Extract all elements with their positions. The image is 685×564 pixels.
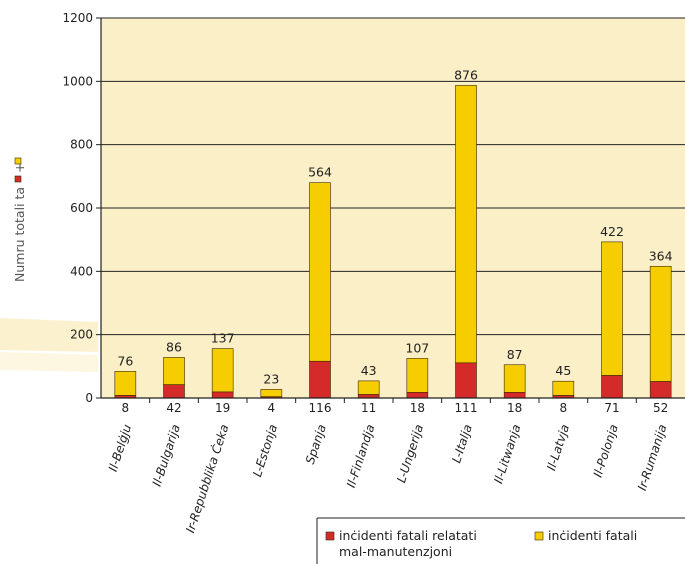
data-label-maintenance: 8 xyxy=(560,401,568,415)
category-label: L-Ungerija xyxy=(394,423,426,485)
data-label-maintenance: 11 xyxy=(361,401,376,415)
bar-segment-maintenance xyxy=(406,391,429,399)
category-label: Il-Belġju xyxy=(106,422,134,473)
legend-label-maintenance-line2: mal-manutenzjoni xyxy=(339,544,452,559)
bar-segment-fatal xyxy=(455,85,477,364)
bar-segment-maintenance xyxy=(211,391,234,399)
grid-lines xyxy=(101,17,685,336)
y-tick-label: 400 xyxy=(70,264,93,278)
data-label-maintenance: 8 xyxy=(122,401,130,415)
data-label-maintenance: 19 xyxy=(215,401,230,415)
data-label-fatal: 422 xyxy=(600,224,624,239)
y-axis-label-plus: + xyxy=(12,163,27,173)
category-label: Ir-Rumanija xyxy=(635,423,670,493)
category-label: Il-Litwanja xyxy=(491,423,523,486)
category-label: Il-Bulgarija xyxy=(150,423,183,488)
data-label-maintenance: 52 xyxy=(653,401,668,415)
data-label-fatal: 137 xyxy=(211,331,235,346)
category-label: Il-Polonja xyxy=(591,423,621,479)
bar-segment-maintenance xyxy=(649,381,672,399)
bar-segment-fatal xyxy=(601,241,623,376)
bar-segment-fatal xyxy=(357,380,380,395)
bar-segment-fatal xyxy=(503,364,526,393)
y-tick-label: 800 xyxy=(70,138,93,152)
category-label: Spanja xyxy=(303,423,329,466)
data-label-maintenance: 18 xyxy=(507,401,522,415)
decorative-watermark xyxy=(0,318,98,372)
bar-segment-fatal xyxy=(114,371,137,396)
category-label: L-Italja xyxy=(449,423,475,465)
legend-swatch-fatal xyxy=(534,531,544,541)
category-label: L-Estonja xyxy=(250,423,280,479)
bar-segment-fatal xyxy=(649,265,672,382)
legend-label-maintenance-line1: inċidenti fatali relatati xyxy=(339,528,477,543)
legend: inċidenti fatali relatatimal-manutenzjon… xyxy=(316,517,685,564)
bar-segment-maintenance xyxy=(455,362,477,399)
bar-segment-fatal xyxy=(163,357,185,386)
data-label-maintenance: 111 xyxy=(455,401,478,415)
y-label-red-swatch xyxy=(14,175,22,183)
bar-segment-maintenance xyxy=(309,360,331,399)
data-label-fatal: 23 xyxy=(263,371,279,386)
bar-segment-fatal xyxy=(406,358,429,393)
data-label-maintenance: 18 xyxy=(410,401,425,415)
data-label-fatal: 43 xyxy=(361,363,377,378)
data-label-fatal: 564 xyxy=(308,165,332,180)
y-tick-label: 600 xyxy=(70,201,93,215)
legend-label-fatal: inċidenti fatali xyxy=(548,528,637,543)
data-label-fatal: 87 xyxy=(507,347,523,362)
data-label-fatal: 76 xyxy=(117,353,133,368)
bar-segment-fatal xyxy=(211,348,234,393)
data-label-fatal: 876 xyxy=(454,67,478,82)
bars xyxy=(114,85,672,399)
bar-segment-maintenance xyxy=(601,375,623,399)
axes xyxy=(96,17,685,403)
data-label-maintenance: 116 xyxy=(309,401,332,415)
bar-segment-maintenance xyxy=(163,384,185,399)
category-label: Ir-Repubblika Ċeka xyxy=(181,422,231,535)
y-tick-label: 200 xyxy=(70,328,93,342)
legend-swatch-maintenance xyxy=(325,531,335,541)
y-axis-label-text: Numru totali ta xyxy=(12,187,27,282)
data-label-maintenance: 42 xyxy=(166,401,181,415)
data-label-fatal: 107 xyxy=(405,340,429,355)
category-label: Il-Latvja xyxy=(544,423,572,473)
y-tick-label: 1000 xyxy=(62,74,93,88)
y-tick-label: 0 xyxy=(85,391,93,405)
y-axis-label: Numru totali ta + xyxy=(12,157,27,282)
category-label: Il-Finlandja xyxy=(344,423,378,490)
bar-segment-fatal xyxy=(552,380,575,396)
y-axis-label-rot: Numru totali ta + xyxy=(12,157,27,282)
data-label-fatal: 86 xyxy=(166,339,182,354)
data-label-maintenance: 71 xyxy=(604,401,619,415)
data-label-maintenance: 4 xyxy=(268,401,276,415)
bar-segment-maintenance xyxy=(503,391,526,399)
bar-segment-fatal xyxy=(260,389,283,398)
y-tick-label: 1200 xyxy=(62,11,93,25)
data-label-fatal: 45 xyxy=(555,363,571,378)
bar-segment-fatal xyxy=(309,182,331,362)
y-label-yellow-swatch xyxy=(14,157,22,165)
data-label-fatal: 364 xyxy=(649,248,673,263)
